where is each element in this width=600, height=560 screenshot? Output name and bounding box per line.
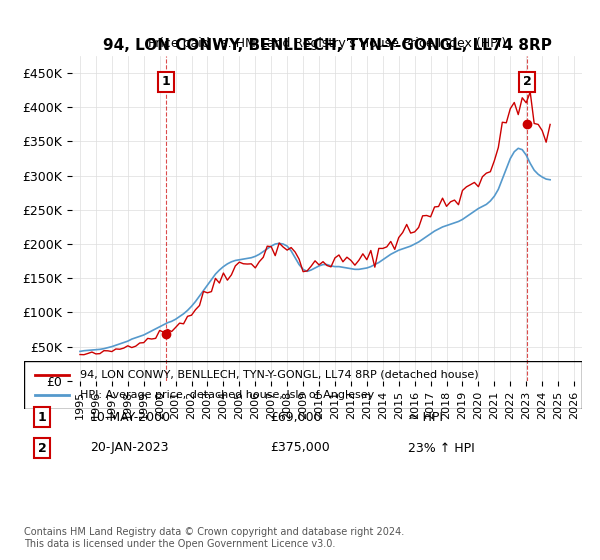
Text: 1: 1 (38, 410, 46, 424)
Text: 20-JAN-2023: 20-JAN-2023 (90, 441, 169, 455)
Title: 94, LON CONWY, BENLLECH, TYN-Y-GONGL, LL74 8RP: 94, LON CONWY, BENLLECH, TYN-Y-GONGL, LL… (103, 39, 551, 53)
Text: 23% ↑ HPI: 23% ↑ HPI (408, 441, 475, 455)
Text: 1: 1 (161, 76, 170, 88)
Text: Price paid vs. HM Land Registry's House Price Index (HPI): Price paid vs. HM Land Registry's House … (148, 36, 506, 49)
Text: 10-MAY-2000: 10-MAY-2000 (90, 410, 171, 424)
Text: £375,000: £375,000 (270, 441, 330, 455)
Text: ≈ HPI: ≈ HPI (408, 410, 443, 424)
Text: 94, LON CONWY, BENLLECH, TYN-Y-GONGL, LL74 8RP (detached house): 94, LON CONWY, BENLLECH, TYN-Y-GONGL, LL… (80, 370, 478, 380)
Text: 2: 2 (38, 441, 46, 455)
Text: Contains HM Land Registry data © Crown copyright and database right 2024.
This d: Contains HM Land Registry data © Crown c… (24, 527, 404, 549)
Text: 2: 2 (523, 76, 532, 88)
Text: £69,000: £69,000 (270, 410, 322, 424)
Text: HPI: Average price, detached house, Isle of Anglesey: HPI: Average price, detached house, Isle… (80, 390, 374, 400)
